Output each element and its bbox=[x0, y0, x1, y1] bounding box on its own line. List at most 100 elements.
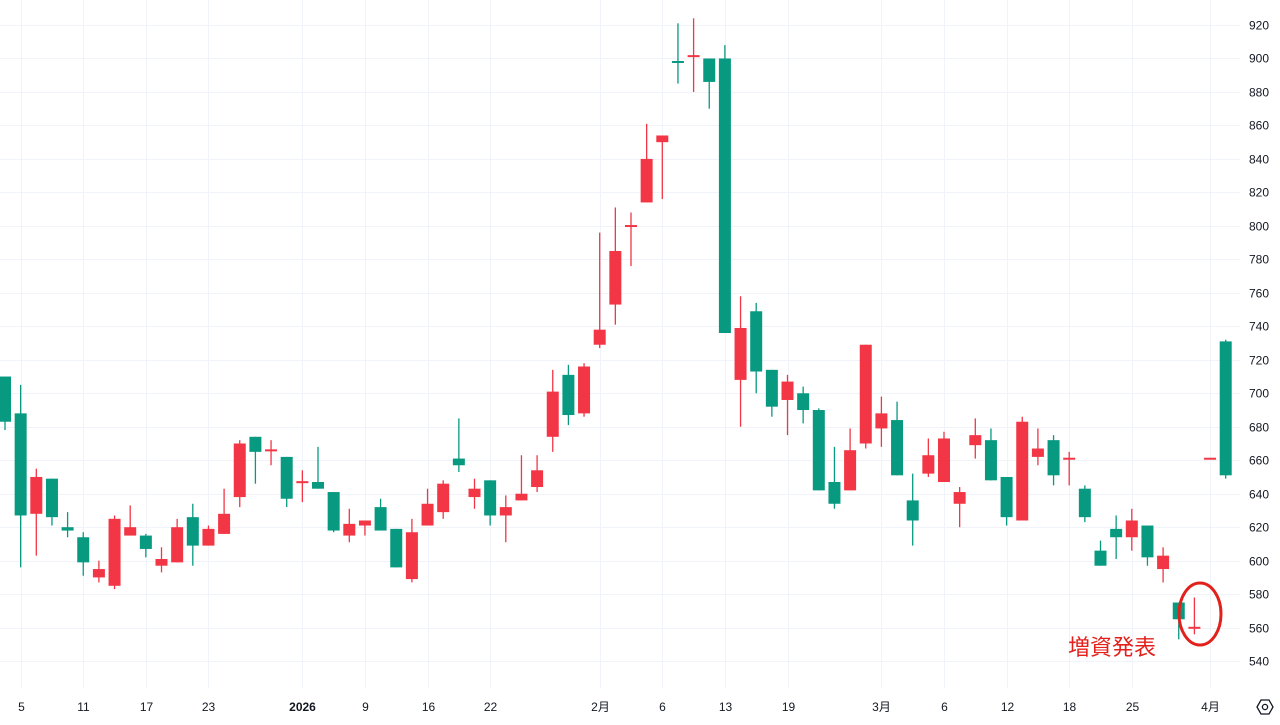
candle bbox=[1110, 515, 1123, 560]
candle-body bbox=[531, 470, 544, 488]
candle-body bbox=[218, 513, 231, 534]
candle bbox=[953, 487, 966, 528]
candle bbox=[1188, 597, 1201, 635]
price-tick-label: 640 bbox=[1249, 488, 1269, 502]
price-tick-label: 560 bbox=[1249, 622, 1269, 636]
candle bbox=[969, 418, 982, 459]
candle-body bbox=[984, 440, 997, 481]
candle-body bbox=[906, 500, 919, 521]
time-tick-label: 2026 bbox=[289, 700, 316, 714]
candle-body bbox=[1016, 421, 1029, 521]
candle bbox=[92, 560, 105, 583]
candle-body bbox=[969, 435, 982, 446]
price-tick-label: 740 bbox=[1249, 320, 1269, 334]
price-tick-label: 920 bbox=[1249, 19, 1269, 33]
candle bbox=[1094, 540, 1107, 566]
candle bbox=[1000, 476, 1013, 526]
candle bbox=[1063, 451, 1076, 486]
candles bbox=[0, 18, 1232, 640]
price-tick-label: 860 bbox=[1249, 119, 1269, 133]
candle bbox=[202, 525, 215, 546]
candle-body bbox=[296, 481, 309, 484]
price-tick-label: 540 bbox=[1249, 655, 1269, 669]
candle bbox=[155, 547, 168, 573]
candle bbox=[1157, 547, 1170, 583]
candle-body bbox=[609, 250, 622, 305]
candle bbox=[343, 508, 356, 543]
candle-body bbox=[468, 488, 481, 498]
candle bbox=[249, 436, 262, 484]
candle bbox=[421, 488, 434, 526]
candle-body bbox=[1047, 440, 1060, 476]
candle bbox=[859, 344, 872, 449]
candle-body bbox=[625, 225, 637, 228]
candle bbox=[1047, 435, 1060, 486]
time-tick-label: 23 bbox=[202, 700, 216, 714]
candle-body bbox=[343, 523, 356, 536]
time-tick-label: 18 bbox=[1063, 700, 1077, 714]
candle bbox=[327, 492, 340, 533]
candle-body bbox=[499, 507, 512, 516]
candle bbox=[750, 302, 763, 394]
candle bbox=[390, 528, 403, 568]
candle bbox=[468, 478, 481, 509]
candle-body bbox=[155, 559, 168, 566]
candle-body bbox=[687, 55, 700, 58]
candle-body bbox=[108, 518, 121, 586]
settings-button[interactable] bbox=[1255, 697, 1275, 717]
candle-body bbox=[562, 374, 575, 416]
candle bbox=[1078, 485, 1091, 523]
candle-body bbox=[656, 135, 669, 143]
candle-body bbox=[92, 569, 105, 578]
time-axis[interactable]: 5 11 17 23 2026 9 16 22 2月 6 13 19 3月 6 12 18 25 4月 bbox=[18, 700, 1220, 714]
candle bbox=[1141, 525, 1154, 566]
candle-body bbox=[812, 410, 825, 491]
candle-body bbox=[77, 537, 90, 563]
candle bbox=[781, 374, 794, 436]
candle-body bbox=[640, 158, 653, 203]
candle bbox=[593, 232, 606, 349]
candle-body bbox=[1031, 448, 1044, 457]
candle-body bbox=[312, 482, 324, 489]
candle-body bbox=[750, 311, 763, 372]
price-tick-label: 760 bbox=[1249, 287, 1269, 301]
candle-body bbox=[327, 492, 340, 531]
candle-body bbox=[139, 535, 152, 549]
candle-body bbox=[1110, 528, 1123, 538]
price-tick-label: 800 bbox=[1249, 220, 1269, 234]
candle-body bbox=[1157, 555, 1170, 570]
candle bbox=[312, 446, 324, 489]
time-tick-label: 25 bbox=[1126, 700, 1140, 714]
candle-body bbox=[781, 381, 794, 400]
price-tick-label: 600 bbox=[1249, 555, 1269, 569]
candle-body bbox=[45, 478, 58, 518]
candle bbox=[1204, 457, 1217, 460]
price-tick-label: 840 bbox=[1249, 153, 1269, 167]
candle bbox=[280, 456, 293, 508]
price-tick-label: 880 bbox=[1249, 86, 1269, 100]
candle bbox=[139, 533, 152, 558]
candle bbox=[718, 45, 731, 334]
price-axis[interactable]: 920 900 880 860 840 820 800 780 760 740 720 700 680 6… bbox=[1249, 19, 1269, 669]
candle-body bbox=[1000, 476, 1013, 518]
candle bbox=[45, 478, 58, 526]
time-tick-label: 16 bbox=[422, 700, 436, 714]
candle-body bbox=[891, 420, 904, 476]
grid-lines bbox=[0, 0, 1240, 688]
candle-body bbox=[1219, 341, 1232, 476]
time-tick-label: 6 bbox=[659, 700, 666, 714]
candle-body bbox=[452, 458, 465, 466]
time-tick-label: 2月 bbox=[591, 700, 610, 714]
candle bbox=[296, 470, 309, 503]
candle bbox=[562, 364, 575, 426]
candle-body bbox=[844, 450, 857, 491]
candle bbox=[186, 503, 199, 566]
candle-body bbox=[1125, 520, 1138, 538]
price-tick-label: 900 bbox=[1249, 52, 1269, 66]
candle-body bbox=[593, 329, 606, 345]
candle-body bbox=[484, 480, 497, 516]
candle-body bbox=[421, 503, 434, 526]
candle bbox=[218, 488, 231, 534]
